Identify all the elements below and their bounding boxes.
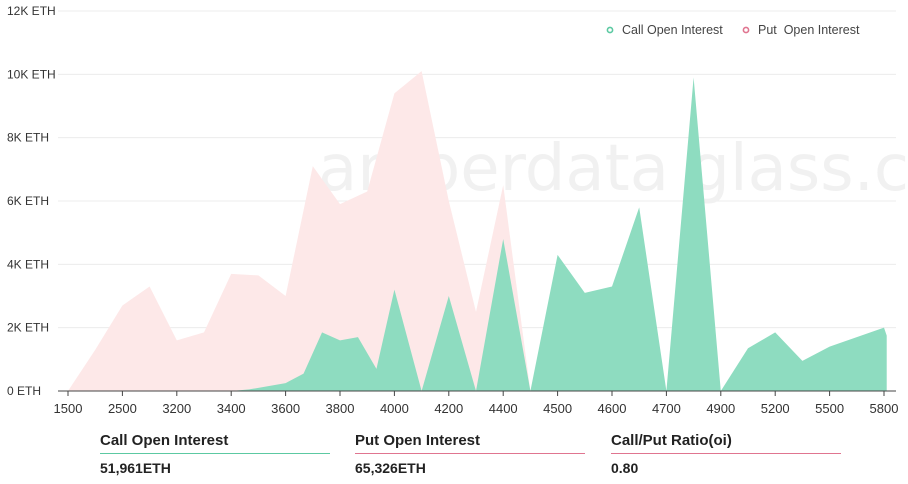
x-tick-label-9: 4500	[543, 401, 572, 416]
y-tick-label-5: 10K ETH	[7, 67, 56, 81]
y-tick-label-0: 0 ETH	[7, 384, 41, 398]
y-tick-label-4: 8K ETH	[7, 131, 49, 145]
x-tick-label-12: 4900	[706, 401, 735, 416]
x-tick-label-15: 5800	[870, 401, 899, 416]
grid-lines	[58, 10, 896, 392]
x-tick-label-2: 3200	[162, 401, 191, 416]
x-tick-label-3: 3400	[217, 401, 246, 416]
put-open-interest-stat-value: 65,326ETH	[355, 460, 426, 476]
put-open-interest-stat: Put Open Interest 65,326ETH	[355, 432, 585, 476]
call-put-ratio-stat-label: Call/Put Ratio(oi)	[611, 432, 732, 449]
x-tick-label-8: 4400	[489, 401, 518, 416]
legend-call-label: Call Open Interest	[622, 23, 723, 37]
call-open-interest-underline	[100, 453, 330, 454]
legend-put-marker	[742, 26, 750, 34]
x-tick-label-13: 5200	[761, 401, 790, 416]
series-areas	[58, 71, 896, 392]
y-tick-label-3: 6K ETH	[7, 194, 49, 208]
call-put-ratio-stat-value: 0.80	[611, 460, 639, 476]
legend-put-label: Put Open Interest	[758, 23, 860, 37]
put-open-interest-underline	[355, 453, 585, 454]
call-put-ratio-underline	[611, 453, 841, 454]
y-tick-label-6: 12K ETH	[7, 4, 56, 18]
x-axis-ticks: 1500 2500 3200 3400 3600 3800 4000 4200 4400 4500…	[54, 391, 899, 416]
y-tick-label-2: 4K ETH	[7, 257, 49, 271]
call-open-interest-stat-value: 51,961ETH	[100, 460, 171, 476]
x-tick-label-4: 3600	[271, 401, 300, 416]
legend-call-marker	[606, 26, 614, 34]
call-put-ratio-stat: Call/Put Ratio(oi) 0.80	[611, 432, 841, 476]
x-tick-label-7: 4200	[434, 401, 463, 416]
x-tick-label-14: 5500	[815, 401, 844, 416]
legend: Call Open Interest Put Open Interest	[606, 23, 860, 37]
x-tick-label-5: 3800	[326, 401, 355, 416]
x-tick-label-6: 4000	[380, 401, 409, 416]
call-open-interest-stat-label: Call Open Interest	[100, 432, 229, 449]
stats-panel: Call Open Interest 51,961ETH Put Open In…	[100, 432, 860, 482]
y-tick-label-1: 2K ETH	[7, 321, 49, 335]
legend-item-call[interactable]: Call Open Interest	[606, 23, 723, 37]
put-open-interest-stat-label: Put Open Interest	[355, 432, 481, 449]
legend-item-put[interactable]: Put Open Interest	[742, 23, 860, 37]
x-tick-label-11: 4700	[652, 401, 681, 416]
y-axis-ticks: 0 ETH 2K ETH 4K ETH 6K ETH 8K ETH 10K ETH 12K …	[7, 4, 56, 398]
x-tick-label-1: 2500	[108, 401, 137, 416]
call-area	[68, 77, 887, 391]
put-area	[68, 71, 531, 392]
x-tick-label-0: 1500	[54, 401, 83, 416]
call-open-interest-stat: Call Open Interest 51,961ETH	[100, 432, 330, 476]
x-tick-label-10: 4600	[598, 401, 627, 416]
